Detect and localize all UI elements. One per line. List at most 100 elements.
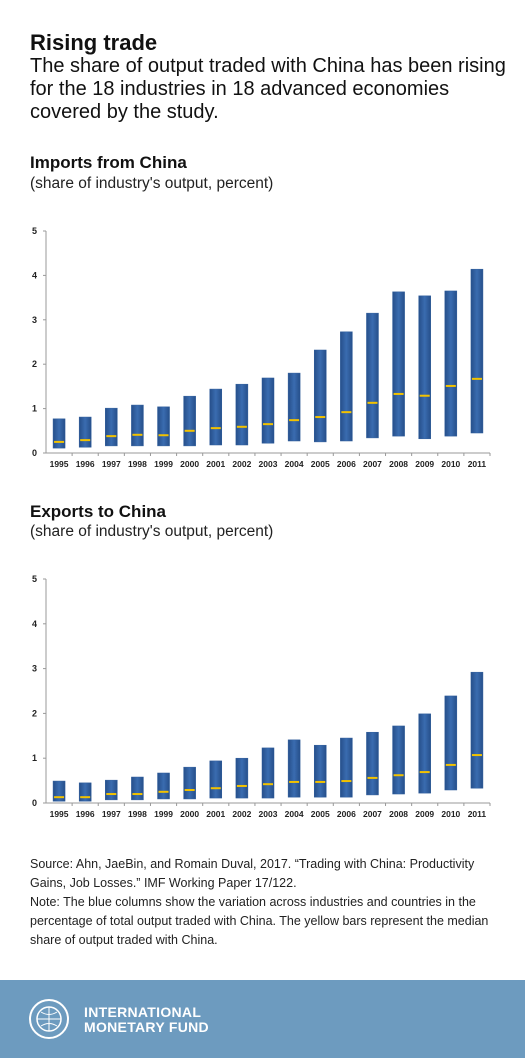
chart-title: Imports from China [30,153,187,172]
range-bar [209,388,223,446]
range-bar [366,312,379,439]
y-tick-label: 4 [32,270,37,280]
x-tick-label: 2009 [415,459,434,469]
source: Source: Ahn, JaeBin, and Romain Duval, 2… [30,857,475,890]
range-bar [157,406,170,447]
org-name: MONETARY FUND [84,1019,209,1035]
median-mark [158,434,169,437]
x-tick-label: 2009 [415,809,434,819]
note: Note: The blue columns show the variatio… [30,895,489,947]
range-bar [418,295,431,440]
x-tick-label: 2004 [285,809,304,819]
range-bar [261,377,275,444]
y-tick-label: 2 [32,359,37,369]
x-tick-label: 2006 [337,459,356,469]
range-bar [105,779,118,801]
range-bar [183,395,196,447]
range-bar [287,372,301,442]
range-bar [340,331,353,442]
range-bar [235,383,249,446]
x-tick-label: 1997 [102,459,121,469]
median-mark [471,754,482,757]
range-bar [340,737,353,798]
range-bar [78,416,92,448]
median-mark [419,394,430,397]
range-bar [287,739,301,798]
y-tick-label: 3 [32,664,37,674]
x-tick-label: 1998 [128,809,147,819]
x-tick-label: 2000 [180,809,199,819]
median-mark [132,793,143,796]
median-mark [393,392,404,395]
x-tick-label: 2003 [259,809,278,819]
median-mark [445,763,456,766]
range-bar [418,713,431,794]
median-mark [54,440,65,443]
x-tick-label: 2008 [389,459,408,469]
x-tick-label: 2005 [311,809,330,819]
median-mark [210,427,221,430]
x-tick-label: 2006 [337,809,356,819]
x-tick-label: 2007 [363,459,382,469]
y-tick-label: 5 [32,574,37,584]
median-mark [106,435,117,438]
median-mark [263,783,273,786]
x-tick-label: 1999 [154,459,173,469]
median-mark [367,401,378,404]
y-tick-label: 4 [32,619,37,629]
range-bar [470,671,484,789]
median-mark [54,796,65,799]
notes: Source: Ahn, JaeBin, and Romain Duval, 2… [30,855,500,950]
median-mark [236,425,247,428]
median-mark [315,416,326,419]
median-mark [341,411,352,414]
x-tick-label: 2011 [468,809,487,819]
median-mark [106,793,117,796]
x-tick-label: 2002 [232,459,251,469]
median-mark [471,377,482,380]
x-tick-label: 2010 [441,809,460,819]
y-tick-label: 2 [32,708,37,718]
y-tick-label: 0 [32,448,37,458]
y-tick-label: 0 [32,798,37,808]
y-tick-label: 3 [32,315,37,325]
y-tick-label: 1 [32,404,37,414]
range-bar [183,766,196,800]
range-bar [209,760,223,799]
x-tick-label: 2010 [441,459,460,469]
x-tick-label: 2005 [311,459,330,469]
median-mark [341,780,352,783]
chart-subtitle: (share of industry's output, percent) [30,523,274,540]
chart-title: Exports to China [30,502,167,521]
range-bar [52,418,66,449]
x-tick-label: 2004 [285,459,304,469]
median-mark [184,429,195,432]
median-mark [289,419,300,422]
x-tick-label: 2000 [180,459,199,469]
range-bar [392,725,405,795]
range-bar [235,757,249,799]
median-mark [80,796,91,799]
x-tick-label: 2007 [363,809,382,819]
median-mark [289,780,300,783]
x-tick-label: 1996 [76,809,95,819]
range-bar [444,290,458,437]
median-mark [132,433,143,436]
range-bar [261,747,275,799]
x-tick-label: 1997 [102,809,121,819]
median-mark [80,439,91,442]
median-mark [445,384,456,387]
x-tick-label: 1995 [50,809,69,819]
range-bar [366,731,379,796]
x-tick-label: 2001 [206,459,225,469]
y-tick-label: 1 [32,753,37,763]
chart-subtitle: (share of industry's output, percent) [30,175,274,192]
x-tick-label: 1998 [128,459,147,469]
x-tick-label: 1996 [76,459,95,469]
footer: INTERNATIONAL MONETARY FUND [0,980,525,1058]
x-tick-label: 1999 [154,809,173,819]
x-tick-label: 2003 [259,459,278,469]
range-bar [444,695,458,791]
